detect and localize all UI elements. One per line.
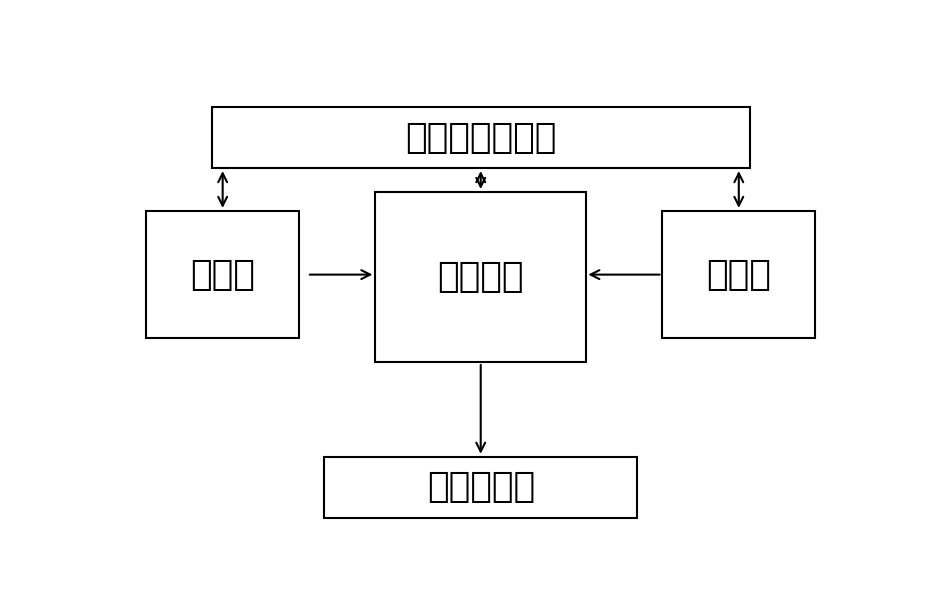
Text: 测试箱体: 测试箱体: [437, 260, 524, 294]
Text: 制冷机: 制冷机: [190, 258, 255, 292]
Bar: [146, 211, 299, 338]
Text: 测量和控制系统: 测量和控制系统: [405, 120, 556, 155]
Text: 被测探测器: 被测探测器: [427, 470, 535, 504]
Text: 燃烧炉: 燃烧炉: [706, 258, 771, 292]
Bar: [212, 107, 749, 168]
Bar: [662, 211, 815, 338]
Bar: [375, 192, 586, 362]
Bar: [325, 457, 637, 518]
